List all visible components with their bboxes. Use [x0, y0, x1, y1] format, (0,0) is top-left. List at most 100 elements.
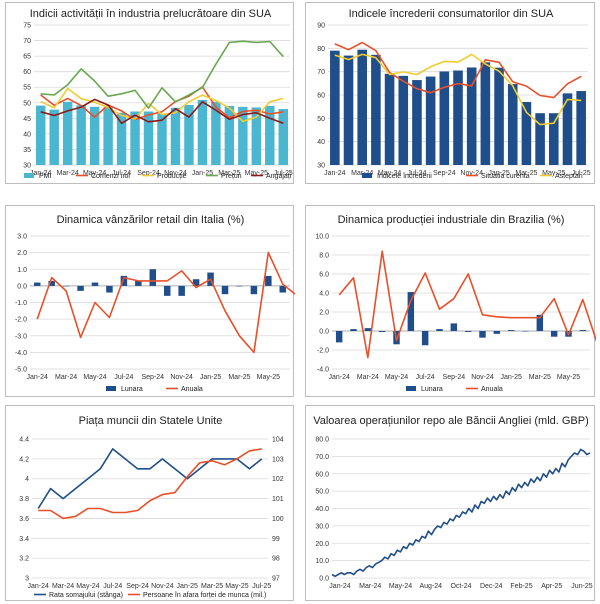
y-tick-label: 35 — [23, 147, 31, 154]
series-line-0 — [37, 448, 263, 509]
series-line-1 — [334, 53, 582, 126]
x-tick-label: Mar-24 — [57, 170, 79, 177]
y-tick-label: 1.0 — [17, 267, 27, 274]
series-line-2 — [40, 40, 284, 109]
y-tick-label: -5.0 — [15, 367, 27, 374]
y-tick-label: 0.0 — [319, 576, 329, 583]
chart-us-manufacturing: Indicii activității în industria prelucr… — [5, 2, 294, 184]
chart-svg-0: Indicii activității în industria prelucr… — [23, 8, 293, 180]
legend-swatch — [406, 386, 416, 391]
bar — [335, 331, 343, 343]
y-tick-label: 30.0 — [315, 523, 329, 530]
x-tick-label: May-25 — [257, 374, 280, 381]
y-tick-label: 40 — [317, 139, 325, 146]
y-tick-label: 3.2 — [19, 556, 29, 563]
y-tick-label: 75 — [23, 23, 31, 30]
x-tick-label: Jan-25 — [192, 170, 214, 177]
bar — [103, 107, 113, 165]
x-tick-label: Jun-25 — [571, 583, 593, 590]
x-tick-label: Sep-24 — [141, 374, 164, 381]
y-tick-label: -4.0 — [317, 367, 329, 374]
series-line-0 — [331, 448, 591, 578]
bar — [507, 84, 518, 165]
y2-tick-label: 101 — [272, 496, 284, 503]
y-tick-label: 80 — [317, 46, 325, 53]
y-tick-label: 10.0 — [315, 234, 329, 241]
bar — [62, 101, 73, 165]
bar — [116, 112, 127, 165]
bar — [549, 113, 559, 165]
bar — [49, 109, 59, 165]
bar — [278, 109, 288, 165]
y-tick-label: 60 — [23, 69, 31, 76]
y-tick-label: 6.0 — [319, 272, 329, 279]
chart-us-labor-market: Piața muncii din Statele Unite 3 3.2 3.4 3.6… — [5, 405, 294, 601]
x-tick-label: Sep-24 — [433, 170, 456, 177]
legend-label: Angajați — [266, 173, 292, 180]
legend-label: Rata somajului (stânga) — [49, 592, 123, 599]
y2-tick-label: 98 — [272, 556, 280, 563]
y2-tick-label: 100 — [272, 516, 284, 523]
bar — [184, 104, 194, 165]
bar — [579, 330, 587, 331]
x-tick-label: Mar-24 — [52, 583, 74, 590]
bar — [238, 106, 248, 165]
y-tick-label: 50 — [23, 100, 31, 107]
bar — [135, 280, 142, 286]
y2-tick-label: 97 — [272, 576, 280, 583]
x-tick-label: Nov-24 — [164, 170, 187, 177]
chart-svg-5: Valoarea operațiunilor repo ale Băncii A… — [313, 415, 593, 590]
bar — [163, 285, 171, 296]
bar — [106, 285, 113, 293]
bar — [479, 331, 486, 338]
y-tick-label: 4.2 — [19, 456, 29, 463]
x-tick-label: Jul-24 — [407, 170, 426, 177]
x-tick-label: Jan-24 — [30, 170, 52, 177]
y-tick-label: 40 — [23, 131, 31, 138]
x-tick-label: May-25 — [557, 374, 580, 381]
chart-title: Valoarea operațiunilor repo ale Băncii A… — [313, 415, 589, 427]
bar — [364, 328, 372, 331]
bar — [157, 113, 167, 165]
y-tick-label: 3.0 — [17, 234, 27, 241]
y-tick-label: 90 — [317, 23, 325, 30]
x-tick-label: Nov-24 — [460, 170, 483, 177]
bar — [357, 49, 367, 165]
y-tick-label: 20.0 — [315, 541, 329, 548]
legend-swatch — [362, 173, 372, 178]
y-tick-label: 30 — [317, 163, 325, 170]
legend-label: Asteptari — [555, 173, 583, 180]
series-line-0 — [338, 250, 596, 359]
x-tick-label: Mar-24 — [55, 374, 77, 381]
bar — [494, 67, 504, 165]
x-tick-label: May-24 — [378, 170, 401, 177]
chart-italy-retail-sales: Dinamica vânzărilor retail din Italia (%… — [5, 205, 295, 397]
bar — [536, 314, 544, 331]
series-line-0 — [36, 251, 295, 354]
x-tick-label: Jan-25 — [200, 374, 222, 381]
legend-label: Persoane în afara forței de munca (mil.) — [143, 592, 266, 599]
x-tick-label: Jan-25 — [488, 170, 510, 177]
bar — [453, 70, 463, 165]
y-tick-label: 70.0 — [315, 454, 329, 461]
chart-us-consumer-confidence: Indicele încrederii consumatorilor din S… — [305, 2, 595, 184]
legend-swatch — [24, 173, 34, 178]
bar — [398, 75, 409, 165]
bar — [36, 105, 46, 165]
x-tick-label: May-25 — [225, 583, 248, 590]
bar — [149, 269, 157, 286]
y-tick-label: 55 — [23, 85, 31, 92]
x-tick-label: Jul-24 — [103, 583, 122, 590]
bar — [450, 323, 458, 331]
x-tick-label: May-24 — [83, 374, 106, 381]
legend-label: Anuala — [481, 386, 503, 393]
y-tick-label: 3.6 — [19, 516, 29, 523]
chart-svg-4: Piața muncii din Statele Unite 3 3.2 3.4 3.6… — [19, 415, 284, 599]
chart-svg-1: Indicele încrederii consumatorilor din S… — [317, 8, 591, 180]
bar — [77, 285, 84, 291]
legend-label: Lunara — [121, 386, 143, 393]
y-tick-label: 65 — [23, 54, 31, 61]
bar — [466, 67, 477, 165]
chart-title: Dinamica producției industriale din Braz… — [338, 214, 565, 226]
legend-label: PMI — [39, 173, 52, 180]
